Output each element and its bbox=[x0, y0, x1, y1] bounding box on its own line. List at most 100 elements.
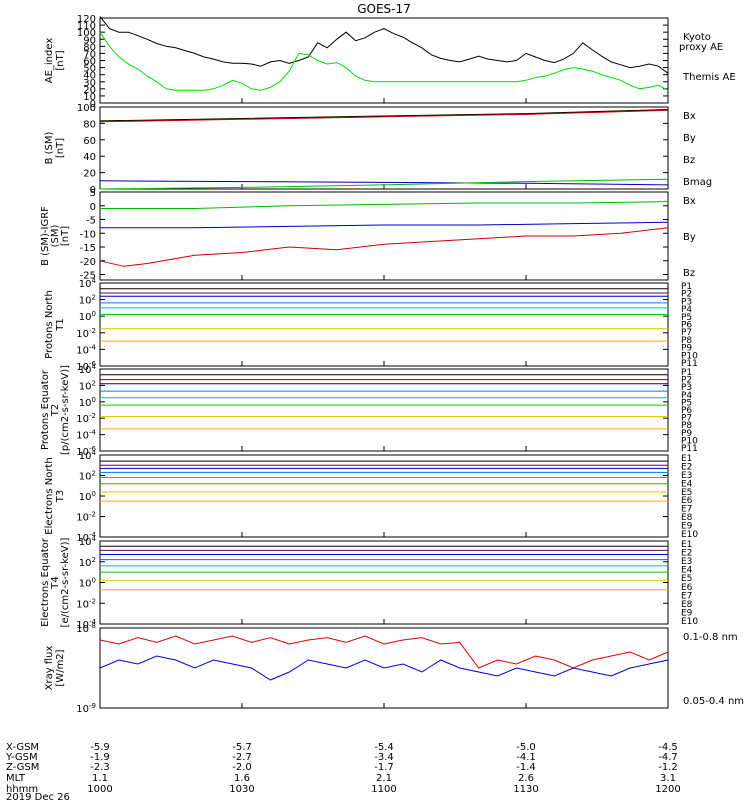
ephemeris-value: -5.7 bbox=[232, 742, 252, 753]
ephemeris-value: -5.4 bbox=[374, 742, 394, 753]
panel-frame bbox=[99, 368, 669, 452]
y-tick-label: 10-6 bbox=[76, 445, 96, 458]
legend-label: E4 bbox=[681, 566, 693, 576]
y-tick-label: 10 bbox=[83, 92, 96, 103]
y-tick-label: -20 bbox=[80, 257, 96, 268]
y-tick-label: 102 bbox=[79, 470, 96, 483]
series-line bbox=[100, 201, 669, 209]
ephemeris-value: 1030 bbox=[229, 784, 254, 795]
legend-label: P6 bbox=[681, 406, 692, 416]
y-tick-label: 100 bbox=[79, 577, 96, 590]
legend-label: 0.1-0.8 nm bbox=[683, 632, 738, 643]
ephemeris-value: 3.1 bbox=[660, 773, 676, 784]
legend-label: E6 bbox=[681, 583, 693, 593]
y-tick-label: 90 bbox=[83, 35, 96, 46]
legend-label: P1 bbox=[681, 368, 692, 378]
panel-frame bbox=[99, 191, 669, 281]
legend-label: By bbox=[683, 133, 696, 144]
y-tick-label: -25 bbox=[80, 271, 96, 282]
panel-frame bbox=[99, 282, 669, 367]
legend-label: E5 bbox=[681, 488, 692, 498]
y-tick-label: 100 bbox=[77, 103, 96, 114]
legend-label: P7 bbox=[681, 328, 692, 338]
y-axis-title: B (SM) bbox=[44, 131, 55, 164]
chart-title: GOES-17 bbox=[357, 2, 411, 16]
ephemeris-value: -4.5 bbox=[658, 742, 678, 753]
legend-label: P5 bbox=[681, 313, 692, 323]
legend-label: E8 bbox=[681, 513, 693, 523]
ephemeris-row-label: 2019 Dec 26 bbox=[6, 792, 70, 800]
ephemeris-value: -5.9 bbox=[90, 742, 110, 753]
y-tick-label: 100 bbox=[79, 396, 96, 409]
legend-label: P9 bbox=[681, 429, 692, 439]
y-tick-label: 10-2 bbox=[76, 327, 96, 340]
legend-label: Bz bbox=[683, 155, 695, 166]
legend-label: Bx bbox=[683, 111, 696, 122]
y-tick-label: 30 bbox=[83, 78, 96, 89]
ephemeris-row-label: Y-GSM bbox=[5, 752, 38, 763]
y-tick-label: 10-4 bbox=[76, 618, 96, 631]
legend-label: P2 bbox=[681, 290, 692, 300]
legend-label: P2 bbox=[681, 376, 692, 386]
y-tick-label: 40 bbox=[83, 71, 96, 82]
ephemeris-row-label: MLT bbox=[6, 773, 26, 784]
y-tick-label: 102 bbox=[79, 294, 96, 307]
y-axis-title: Protons North bbox=[44, 290, 55, 359]
legend-label: P4 bbox=[681, 305, 692, 315]
ephemeris-row-label: Z-GSM bbox=[6, 762, 39, 773]
legend-label: Kyoto bbox=[683, 32, 711, 43]
y-axis-title: B (SM)-IGRF bbox=[40, 206, 51, 266]
legend-label: E3 bbox=[681, 471, 692, 481]
series-line bbox=[99, 655, 669, 681]
y-tick-label: 104 bbox=[79, 449, 97, 462]
series-line bbox=[100, 221, 669, 229]
legend-label: E7 bbox=[681, 591, 692, 601]
legend-label: Bz bbox=[683, 268, 695, 279]
y-tick-label: 104 bbox=[79, 363, 97, 376]
ephemeris-value: -1.7 bbox=[374, 762, 394, 773]
ephemeris-value: -4.7 bbox=[658, 752, 678, 763]
y-tick-label: 10-6 bbox=[76, 360, 96, 373]
ephemeris-value: -4.1 bbox=[516, 752, 536, 763]
legend-label: E2 bbox=[681, 462, 692, 472]
y-axis-title: Xray flux bbox=[44, 646, 55, 691]
y-tick-label: 80 bbox=[83, 42, 96, 53]
y-axis-title: Protons Equator bbox=[40, 369, 51, 450]
y-axis-unit: [p/(cm2-s-sr-keV)] bbox=[60, 365, 71, 455]
legend-label: P9 bbox=[681, 344, 692, 354]
y-axis-unit: [nT] bbox=[55, 138, 66, 158]
y-axis-title: T3 bbox=[55, 490, 66, 503]
legend-label: E2 bbox=[681, 549, 692, 559]
ephemeris-value: -1.2 bbox=[658, 762, 678, 773]
y-tick-label: 60 bbox=[83, 57, 96, 68]
y-axis-title: Electrons Equator bbox=[40, 537, 51, 627]
legend-label: 0.05-0.4 nm bbox=[683, 696, 744, 707]
ephemeris-value: -1.9 bbox=[90, 752, 110, 763]
legend-label: P8 bbox=[681, 336, 692, 346]
ephemeris-value: -2.3 bbox=[90, 762, 110, 773]
y-tick-label: 10-8 bbox=[76, 622, 96, 635]
y-axis-title: Electrons North bbox=[44, 457, 55, 534]
legend-label: E1 bbox=[681, 454, 692, 464]
series-line bbox=[99, 31, 669, 91]
y-tick-label: -5 bbox=[86, 216, 96, 227]
y-tick-label: 100 bbox=[79, 490, 96, 503]
legend-label: P6 bbox=[681, 321, 692, 331]
legend-label: proxy AE bbox=[679, 42, 723, 53]
y-tick-label: 10-2 bbox=[76, 597, 96, 610]
series-line bbox=[99, 178, 669, 190]
y-axis-unit: [e/(cm2-s-sr-keV)] bbox=[60, 537, 71, 627]
y-tick-label: 10-2 bbox=[76, 511, 96, 524]
legend-label: E10 bbox=[681, 617, 698, 627]
ephemeris-value: 1100 bbox=[371, 784, 396, 795]
y-tick-label: 80 bbox=[83, 119, 96, 130]
y-axis-unit: [nT] bbox=[60, 226, 71, 246]
series-line bbox=[99, 16, 669, 74]
y-tick-label: 102 bbox=[79, 556, 96, 569]
legend-label: P3 bbox=[681, 383, 692, 393]
ephemeris-value: -2.7 bbox=[232, 752, 252, 763]
y-tick-label: 110 bbox=[77, 21, 96, 32]
series-line bbox=[99, 180, 669, 186]
y-tick-label: 104 bbox=[79, 277, 97, 290]
